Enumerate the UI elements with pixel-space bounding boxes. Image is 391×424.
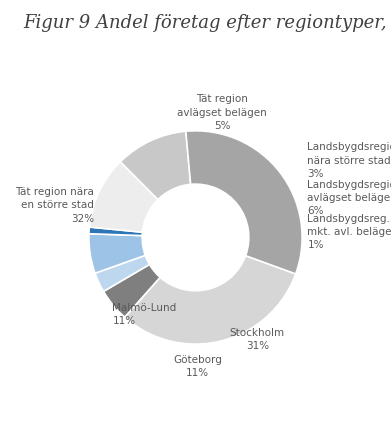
Text: Tät region nära
en större stad
32%: Tät region nära en större stad 32%	[15, 187, 94, 223]
Wedge shape	[186, 131, 302, 274]
Text: Landsbygdsregion
nära större stad
3%: Landsbygdsregion nära större stad 3%	[307, 142, 391, 179]
Text: Malmö-Lund
11%: Malmö-Lund 11%	[112, 303, 177, 326]
Text: Göteborg
11%: Göteborg 11%	[173, 355, 222, 378]
Wedge shape	[120, 131, 191, 200]
Wedge shape	[95, 255, 149, 291]
Wedge shape	[89, 234, 145, 273]
Text: Figur 9 Andel företag efter regiontyper, år 2016: Figur 9 Andel företag efter regiontyper,…	[23, 11, 391, 31]
Wedge shape	[125, 256, 296, 344]
Wedge shape	[104, 265, 160, 317]
Text: Stockholm
31%: Stockholm 31%	[230, 328, 285, 351]
Text: Landsbygdsregion
avlägset belägen
6%: Landsbygdsregion avlägset belägen 6%	[307, 180, 391, 216]
Wedge shape	[90, 162, 158, 232]
Text: Tät region
avlägset belägen
5%: Tät region avlägset belägen 5%	[177, 95, 267, 131]
Text: Landsbygdsreg.
mkt. avl. belägen
1%: Landsbygdsreg. mkt. avl. belägen 1%	[307, 214, 391, 250]
Wedge shape	[89, 227, 142, 236]
